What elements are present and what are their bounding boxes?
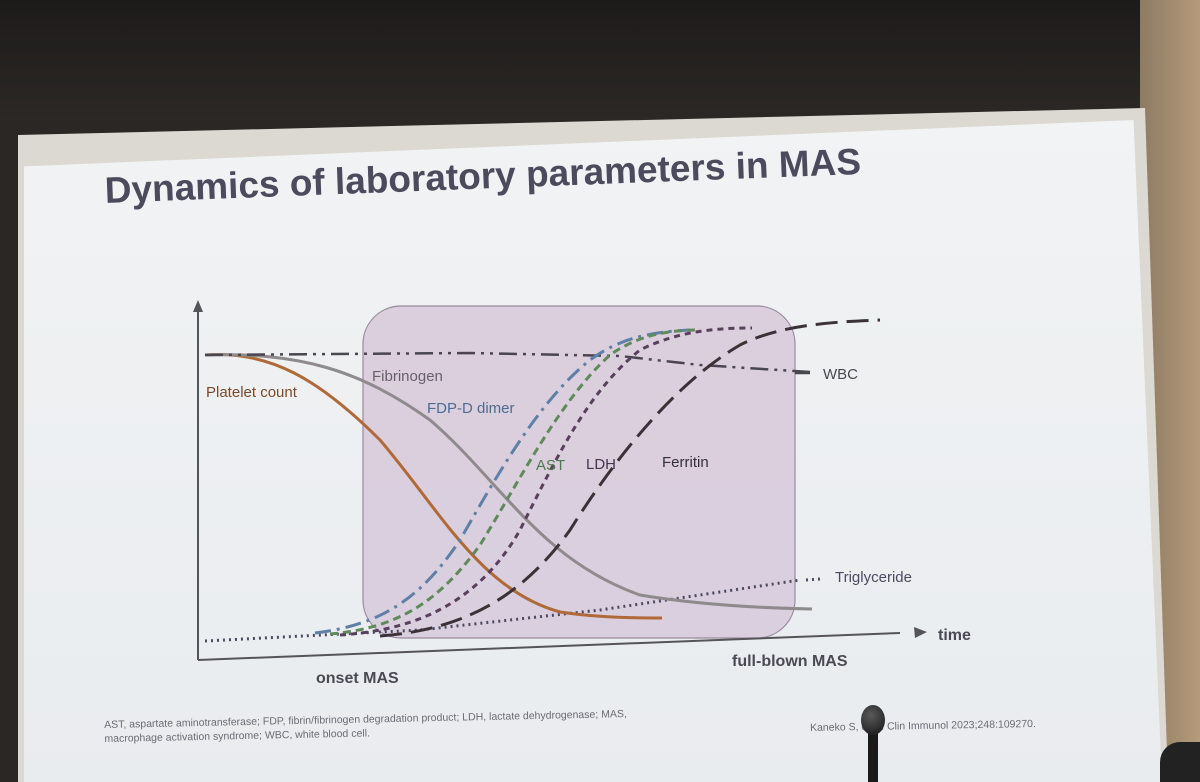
foreground-object (1160, 742, 1200, 782)
ferritin-curve (379, 318, 881, 638)
wbc-curve (204, 351, 811, 374)
label-fibrinogen: Fibrinogen (372, 368, 443, 385)
platelet-curve (204, 352, 663, 620)
room-ceiling (0, 0, 1200, 120)
mas-highlight-box (362, 305, 796, 639)
x-axis-label: time (938, 627, 971, 644)
label-wbc: WBC (823, 366, 858, 383)
label-fdp: FDP-D dimer (427, 400, 515, 417)
phase-onset: onset MAS (316, 670, 399, 687)
label-ferritin: Ferritin (662, 454, 709, 471)
fibrinogen-curve (204, 353, 813, 611)
label-platelet: Platelet count (206, 384, 298, 401)
ldh-curve (339, 326, 753, 637)
triglyceride-legend-stub (805, 577, 821, 582)
fdp-curve (314, 328, 691, 635)
microphone-icon (861, 705, 885, 735)
y-axis-arrow (193, 300, 203, 312)
x-axis (197, 632, 901, 661)
phase-full: full-blown MAS (732, 653, 848, 670)
label-triglyceride: Triglyceride (835, 569, 912, 586)
ast-curve (329, 328, 701, 636)
label-ldh: LDH (586, 456, 616, 473)
label-ast: AST (536, 457, 565, 474)
x-axis-arrow (914, 627, 927, 638)
microphone-stand (868, 715, 878, 782)
